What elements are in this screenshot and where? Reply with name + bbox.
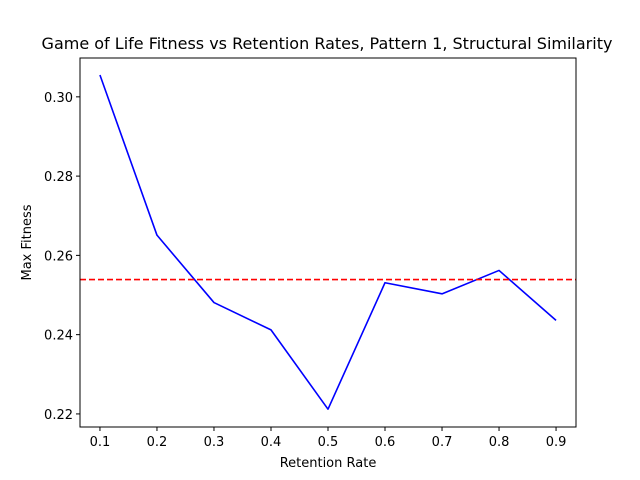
plot-frame <box>79 57 577 428</box>
x-axis-label: Retention Rate <box>280 456 377 471</box>
x-tick-label: 0.2 <box>147 435 168 450</box>
x-tick-label: 0.3 <box>204 435 225 450</box>
x-tick-label: 0.6 <box>375 435 396 450</box>
x-tick-label: 0.9 <box>546 435 567 450</box>
y-axis-label: Max Fitness <box>20 204 35 280</box>
x-tick-label: 0.1 <box>90 435 111 450</box>
x-tick-label: 0.7 <box>432 435 453 450</box>
series-line-1 <box>99 74 557 410</box>
x-tick-label: 0.4 <box>261 435 282 450</box>
x-tick-label: 0.5 <box>318 435 339 450</box>
y-tick-label: 0.26 <box>44 249 73 264</box>
chart-title: Game of Life Fitness vs Retention Rates,… <box>42 34 613 53</box>
y-tick-label: 0.30 <box>44 91 73 106</box>
y-tick-label: 0.24 <box>44 329 73 344</box>
y-tick-label: 0.22 <box>44 408 73 423</box>
y-tick-label: 0.28 <box>44 170 73 185</box>
x-tick-label: 0.8 <box>489 435 510 450</box>
